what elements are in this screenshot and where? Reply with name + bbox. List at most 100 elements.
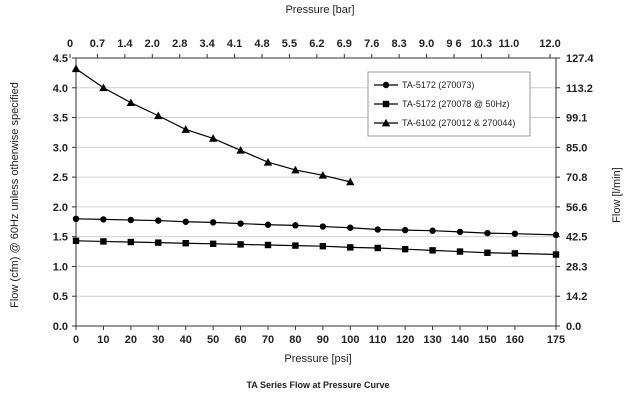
data-point — [182, 218, 189, 225]
data-point — [552, 251, 560, 258]
series-triangle — [71, 64, 355, 186]
data-point — [374, 244, 381, 252]
x2-tick-label: 9.0 — [419, 38, 434, 50]
data-point — [374, 226, 381, 233]
y2-axis-ticks: 0.0 14.2 28.3 42.5 56.6 70.8 85.0 99.1 113.2 127.… — [556, 53, 594, 333]
data-point — [264, 241, 272, 249]
y-tick-label: 0.5 — [53, 291, 68, 303]
x2-tick-label: 2.0 — [145, 38, 160, 50]
chart-caption: TA Series Flow at Pressure Curve — [246, 380, 389, 390]
y-tick-label: 1.5 — [53, 232, 68, 244]
y2-tick-label: 14.2 — [566, 291, 587, 303]
y2-tick-label: 70.8 — [566, 172, 587, 184]
data-point — [346, 177, 355, 186]
y-axis-ticks: 0.0 0.5 1.0 1.5 2.0 2.5 3.0 3.5 4.0 4.5 — [53, 53, 76, 333]
x2-tick-label: 2.8 — [172, 38, 187, 50]
x2-tick-label: 4.1 — [227, 38, 242, 50]
data-point — [100, 238, 107, 245]
data-point — [155, 217, 162, 224]
x-tick-label: 130 — [423, 334, 441, 346]
data-point — [292, 242, 299, 249]
legend: TA-5172 (270073) TA-5172 (270078 @ 50Hz) T… — [367, 71, 531, 137]
legend-marker — [381, 118, 391, 127]
x2-tick-label: 10.3 — [471, 38, 492, 50]
y-tick-label: 4.5 — [53, 53, 68, 65]
x2-tick-label: 9 6 — [446, 38, 461, 50]
x2-tick-label: 3.4 — [199, 38, 215, 50]
series-line — [75, 218, 557, 236]
x2-tick-label: 0.7 — [90, 38, 105, 50]
plot-area — [75, 57, 557, 327]
data-point — [237, 241, 244, 248]
data-point — [236, 146, 245, 154]
data-point — [155, 239, 162, 246]
series-line — [75, 240, 557, 256]
data-point — [401, 245, 409, 253]
data-point — [72, 237, 80, 245]
data-point — [401, 226, 409, 234]
x-tick-label: 90 — [317, 334, 329, 346]
series-square — [72, 237, 560, 258]
data-point — [484, 249, 491, 256]
data-point — [127, 238, 135, 246]
data-point — [292, 222, 299, 229]
data-point — [209, 219, 217, 226]
x-axis-title: Pressure [psi] — [284, 353, 351, 365]
x-tick-label: 20 — [125, 334, 137, 346]
data-point — [72, 215, 80, 222]
x-tick-label: 40 — [180, 334, 192, 346]
x-tick-label: 175 — [547, 334, 565, 346]
series-circle — [72, 215, 560, 239]
data-point — [319, 242, 327, 250]
data-point — [154, 111, 163, 120]
legend-label: TA-5172 (270073) — [402, 80, 474, 90]
data-point — [456, 248, 464, 255]
y-tick-label: 2.5 — [53, 172, 68, 184]
legend-label: TA-6102 (270012 & 270044) — [402, 118, 515, 128]
data-point — [99, 83, 108, 92]
y2-tick-label: 113.2 — [566, 83, 593, 95]
x-axis-ticks: 0 10 20 30 40 50 60 70 80 90 100 110 120 130 140 150 160… — [73, 326, 565, 346]
x-tick-label: 10 — [97, 334, 109, 346]
x-tick-label: 120 — [396, 334, 414, 346]
data-point — [127, 216, 135, 224]
x-tick-label: 140 — [451, 334, 469, 346]
data-point — [291, 165, 300, 174]
data-point — [126, 98, 136, 107]
y-tick-label: 4.0 — [53, 83, 68, 95]
legend-marker — [382, 100, 390, 108]
x-tick-label: 80 — [289, 334, 301, 346]
y2-tick-label: 99.1 — [566, 113, 587, 125]
x2-tick-label: 6.2 — [309, 38, 324, 50]
data-point — [319, 223, 327, 230]
x2-tick-label: 7.6 — [364, 38, 379, 50]
x2-tick-label: 0 — [67, 38, 73, 50]
legend-marker — [382, 81, 390, 89]
x2-tick-label: 1.4 — [117, 38, 133, 50]
y-tick-label: 2.0 — [53, 202, 68, 214]
y2-tick-label: 28.3 — [566, 261, 587, 273]
x2-axis-ticks: 0 0.7 1.4 2.0 2.8 3.4 4.1 4.8 5.5 6.2 6.9 7.6 8.3 9.0… — [67, 38, 561, 58]
y-tick-label: 3.0 — [53, 142, 68, 154]
x-tick-label: 0 — [73, 334, 79, 346]
x2-tick-label: 8.3 — [391, 38, 406, 50]
data-point — [71, 64, 81, 73]
x-tick-label: 30 — [152, 334, 164, 346]
data-point — [208, 134, 218, 142]
data-point — [429, 227, 436, 234]
x-tick-label: 60 — [234, 334, 246, 346]
data-point — [209, 240, 217, 248]
data-point — [264, 221, 272, 228]
data-point — [511, 230, 519, 237]
x2-axis-title: Pressure [bar] — [285, 4, 354, 16]
data-point — [347, 244, 354, 251]
data-point — [347, 224, 354, 231]
x2-tick-label: 11.0 — [498, 38, 519, 50]
y2-axis-title: Flow [l/min] — [611, 167, 623, 223]
data-point — [511, 250, 519, 257]
y2-tick-label: 127.4 — [566, 53, 594, 65]
x2-tick-label: 4.8 — [254, 38, 269, 50]
x-tick-label: 50 — [207, 334, 219, 346]
data-point — [181, 125, 190, 133]
